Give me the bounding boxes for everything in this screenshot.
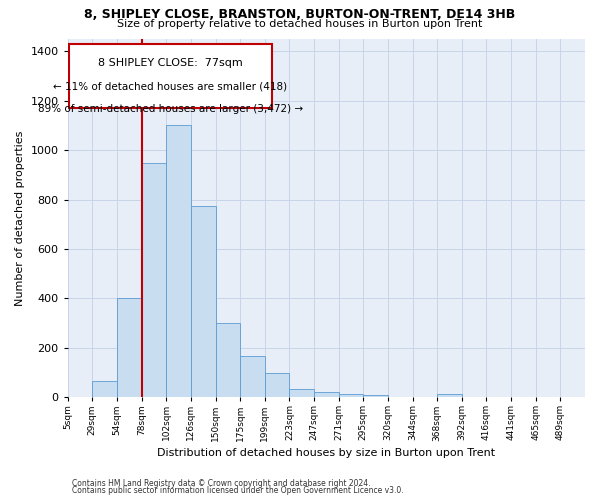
Bar [215,323,240,397]
Bar [289,388,314,397]
Bar [92,381,117,397]
Text: Size of property relative to detached houses in Burton upon Trent: Size of property relative to detached ho… [118,19,482,29]
Bar [265,372,289,397]
Bar [142,162,166,397]
Bar [191,206,215,397]
Text: 8 SHIPLEY CLOSE:  77sqm: 8 SHIPLEY CLOSE: 77sqm [98,58,243,68]
Text: 89% of semi-detached houses are larger (3,472) →: 89% of semi-detached houses are larger (… [38,104,303,115]
Bar [364,395,388,397]
Text: ← 11% of detached houses are smaller (418): ← 11% of detached houses are smaller (41… [53,81,287,91]
Bar [240,356,265,397]
Text: Contains public sector information licensed under the Open Government Licence v3: Contains public sector information licen… [72,486,404,495]
Bar [437,394,462,397]
Bar [117,298,142,397]
Bar [338,394,364,397]
Y-axis label: Number of detached properties: Number of detached properties [15,130,25,306]
Bar [166,126,191,397]
Text: Contains HM Land Registry data © Crown copyright and database right 2024.: Contains HM Land Registry data © Crown c… [72,478,371,488]
FancyBboxPatch shape [69,44,272,108]
Text: 8, SHIPLEY CLOSE, BRANSTON, BURTON-ON-TRENT, DE14 3HB: 8, SHIPLEY CLOSE, BRANSTON, BURTON-ON-TR… [85,8,515,22]
X-axis label: Distribution of detached houses by size in Burton upon Trent: Distribution of detached houses by size … [157,448,496,458]
Bar [314,392,338,397]
